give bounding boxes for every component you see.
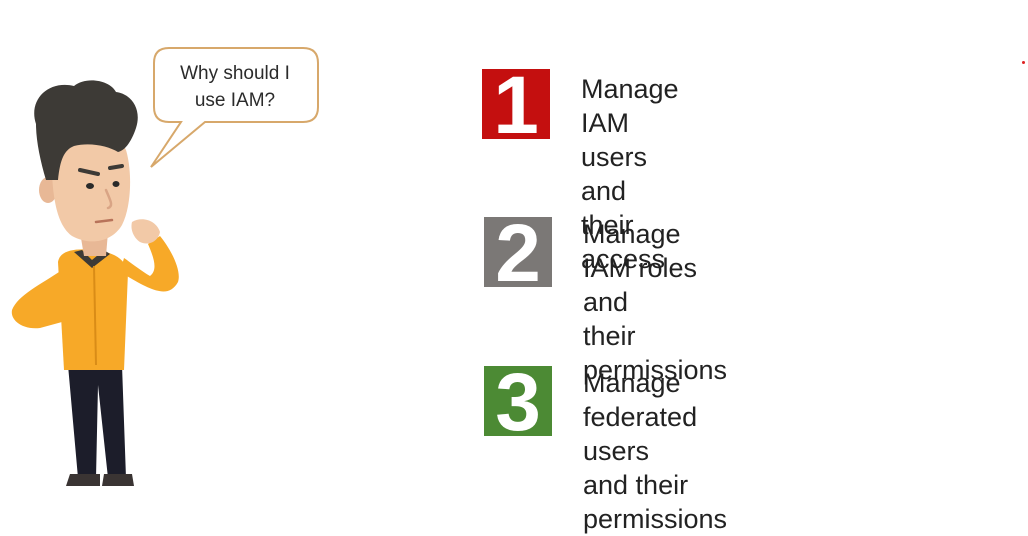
speech-bubble-line-2: use IAM?	[194, 90, 276, 111]
list-item-3-line-1: Manage federated users	[583, 368, 698, 466]
speech-bubble-line-1: Why should I	[180, 63, 290, 84]
list-item-1-line-2: their access	[581, 210, 666, 274]
list-item-3-line-2: and their permissions	[583, 470, 728, 534]
list-item-3-text: Manage federated users and their permiss…	[583, 366, 727, 536]
list-item-2-line-2: their permissions	[583, 321, 728, 385]
list-item-2-line-1: Manage IAM roles and	[583, 219, 698, 317]
number-badge-3-label: 3	[495, 357, 541, 448]
list-item-1-text: Manage IAM users and their access	[581, 72, 679, 276]
number-badge-3: 3	[484, 362, 552, 444]
thinking-man-illustration	[11, 80, 179, 486]
number-badge-2-label: 2	[495, 208, 541, 299]
list-item-1-line-1: Manage IAM users and	[581, 74, 679, 206]
list-item-2-text: Manage IAM roles and their permissions	[583, 217, 727, 387]
number-badge-1-label: 1	[493, 60, 539, 151]
number-badge-1: 1	[482, 65, 550, 147]
slide: Why should I use IAM? 1 Manage IAM users…	[11, 47, 1025, 534]
speech-bubble	[150, 47, 319, 168]
speech-bubble-text: Why should I use IAM?	[163, 60, 307, 114]
number-badge-2: 2	[484, 213, 552, 295]
decorative-dot	[1022, 61, 1025, 64]
